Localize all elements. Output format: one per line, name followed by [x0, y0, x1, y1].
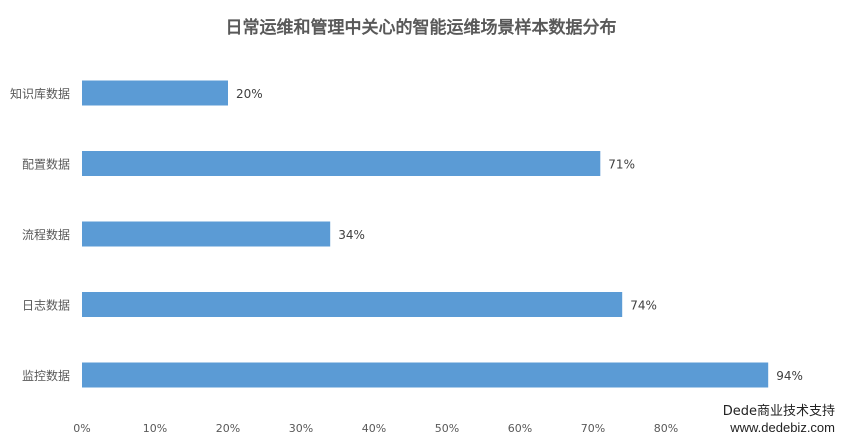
x-tick-label: 40% [362, 422, 386, 435]
category-label: 监控数据 [22, 368, 70, 383]
x-tick-label: 20% [216, 422, 240, 435]
bar [82, 362, 769, 388]
bar [82, 292, 623, 317]
watermark: Dede商业技术支持 www.dedebiz.com [723, 404, 835, 436]
data-label: 71% [608, 158, 635, 172]
bar [82, 151, 601, 176]
category-label: 配置数据 [22, 157, 70, 172]
watermark-url: www.dedebiz.com [730, 420, 835, 435]
bar [82, 221, 331, 247]
watermark-line1: Dede商业技术支持 [722, 404, 835, 419]
category-label: 流程数据 [22, 227, 70, 242]
x-tick-label: 60% [508, 422, 532, 435]
chart-title: 日常运维和管理中关心的智能运维场景样本数据分布 [226, 17, 617, 38]
bar [82, 80, 228, 106]
x-tick-label: 80% [654, 422, 678, 435]
data-label: 34% [338, 228, 365, 242]
data-label: 20% [236, 87, 263, 101]
x-tick-label: 70% [581, 422, 605, 435]
category-label: 日志数据 [22, 298, 70, 313]
data-label: 94% [776, 369, 803, 383]
x-tick-label: 0% [73, 422, 90, 435]
x-tick-label: 30% [289, 422, 313, 435]
x-tick-label: 50% [435, 422, 459, 435]
x-tick-label: 10% [143, 422, 167, 435]
category-label: 知识库数据 [10, 86, 70, 101]
data-label: 74% [630, 299, 657, 313]
